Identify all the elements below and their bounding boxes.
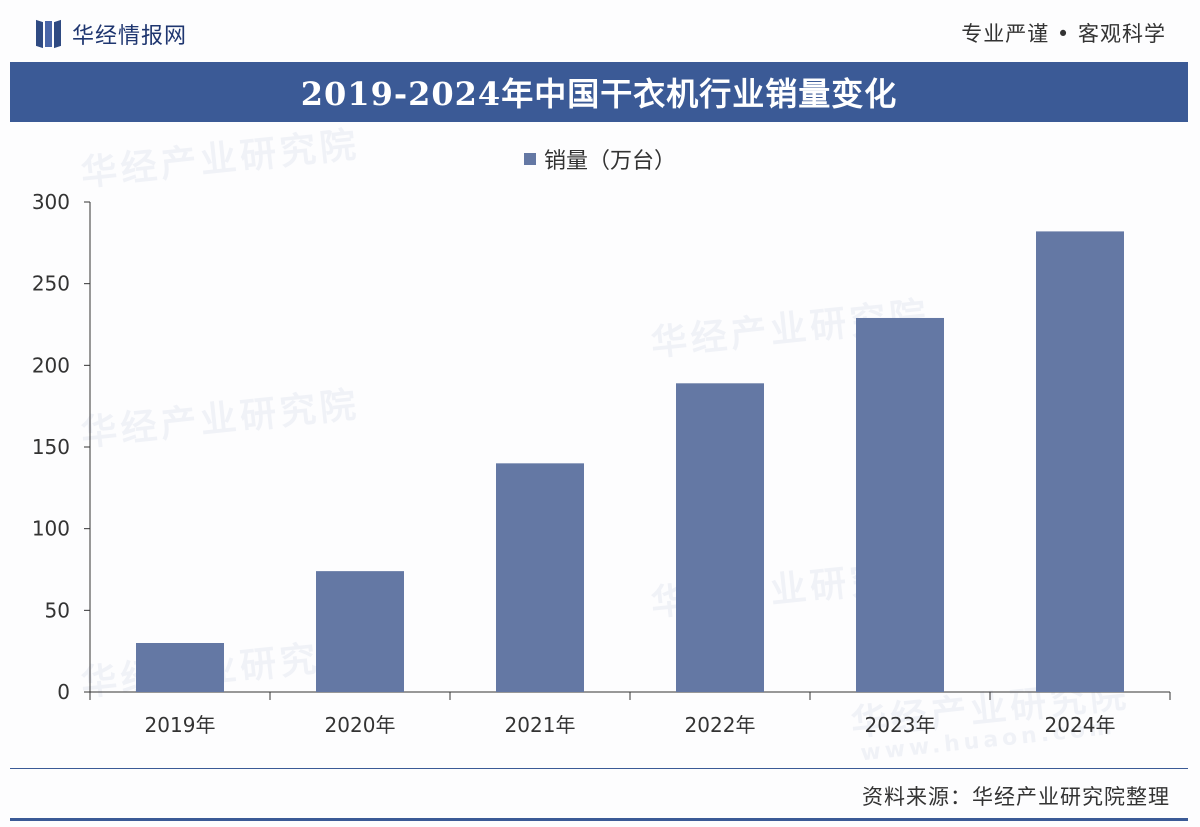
title-band: 2019-2024年中国干衣机行业销量变化 [10,62,1188,122]
logo-mark-icon [36,19,62,49]
bar [856,317,944,692]
y-tick-label: 150 [32,435,70,459]
x-tick-label: 2023年 [865,713,936,737]
bottom-border [10,818,1188,821]
legend: 销量（万台） [0,143,1200,175]
x-tick-label: 2020年 [325,713,396,737]
chart-title: 2019-2024年中国干衣机行业销量变化 [300,75,898,113]
x-tick-label: 2024年 [1045,713,1116,737]
y-tick-label: 0 [57,680,70,704]
y-tick-label: 50 [45,598,70,622]
bar [1036,231,1124,692]
x-tick-label: 2022年 [685,713,756,737]
y-tick-label: 200 [32,353,70,377]
x-tick-label: 2021年 [505,713,576,737]
x-tick-label: 2019年 [145,713,216,737]
bar [136,643,224,692]
y-tick-label: 100 [32,517,70,541]
legend-label: 销量（万台） [543,149,676,174]
brand-name: 华经情报网 [72,24,188,49]
brand-logo: 华经情报网 [36,18,187,50]
y-tick-label: 250 [32,272,70,296]
slogan: 专业严谨 • 客观科学 [961,22,1166,46]
y-tick-label: 300 [32,190,70,214]
bar [676,383,764,692]
bar [496,463,584,692]
top-bar: 华经情报网 专业严谨 • 客观科学 [0,0,1200,62]
source-note: 资料来源：华经产业研究院整理 [862,785,1170,809]
legend-swatch [523,153,536,165]
bar [316,571,404,692]
footer-divider [10,768,1188,769]
